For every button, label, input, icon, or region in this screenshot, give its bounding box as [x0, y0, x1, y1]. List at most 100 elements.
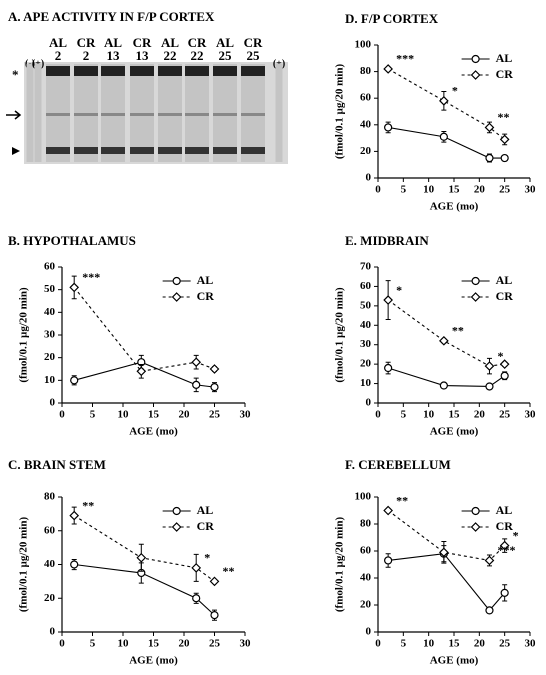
annotation: **: [82, 498, 94, 512]
marker: [192, 594, 201, 603]
marker: [439, 547, 449, 558]
marker: [499, 540, 510, 551]
y-tick-label: 80: [360, 518, 372, 530]
legend-label: CR: [197, 519, 215, 533]
legend-label: AL: [496, 273, 513, 287]
chart-title: C. BRAIN STEM: [8, 457, 106, 472]
annotation: **: [497, 110, 509, 124]
marker: [210, 611, 219, 620]
marker: [484, 555, 495, 566]
marker: [500, 371, 509, 380]
band: [213, 113, 237, 116]
lane-label: 13: [136, 48, 150, 63]
chart-title: E. MIDBRAIN: [345, 233, 429, 248]
band: [241, 66, 265, 76]
band: [101, 66, 125, 76]
y-tick-label: 30: [44, 329, 56, 341]
x-tick-label: 15: [449, 409, 461, 421]
band: [185, 113, 209, 116]
lane: [275, 64, 283, 162]
legend-label: CR: [496, 67, 514, 81]
band: [130, 147, 154, 154]
band: [101, 147, 125, 154]
band: [185, 147, 209, 154]
legend-label: AL: [496, 51, 513, 65]
y-tick-label: 0: [366, 626, 372, 638]
x-tick-label: 5: [90, 409, 96, 421]
marker: [136, 552, 147, 563]
annotation: ***: [497, 543, 515, 557]
y-tick-label: 70: [360, 261, 372, 273]
x-tick-label: 10: [423, 409, 435, 421]
x-tick-label: 15: [449, 184, 461, 196]
x-tick-label: 0: [59, 409, 65, 421]
y-tick-label: 50: [44, 283, 56, 295]
marker: [485, 153, 494, 163]
y-tick-label: 60: [360, 545, 372, 557]
lane-label: AL: [104, 35, 122, 50]
x-tick-label: 5: [401, 638, 407, 650]
annotation: *: [204, 551, 210, 565]
x-tick-label: 25: [499, 638, 511, 650]
annotation: ***: [82, 270, 100, 284]
band: [158, 66, 182, 76]
x-tick-label: 5: [90, 638, 96, 650]
marker: [70, 560, 79, 569]
lane-label: (-): [25, 58, 35, 69]
series-line: [388, 553, 506, 612]
legend-marker: [470, 522, 481, 532]
y-tick-label: 60: [44, 524, 56, 536]
marker: [485, 606, 494, 615]
legend-label: AL: [496, 503, 513, 517]
x-tick-label: 30: [240, 638, 252, 650]
x-tick-label: 15: [148, 409, 160, 421]
annotation: *: [396, 283, 402, 297]
y-tick-label: 0: [50, 397, 56, 409]
annotation: **: [396, 493, 408, 507]
series-line: [74, 361, 215, 388]
annotation: *: [452, 84, 458, 98]
annotation: ***: [396, 52, 414, 66]
x-tick-label: 20: [179, 638, 191, 650]
x-tick-label: 10: [118, 409, 130, 421]
y-tick-label: 20: [360, 145, 372, 157]
x-axis-label: AGE (mo): [430, 655, 479, 667]
marker: [484, 361, 495, 371]
lane-label: 2: [55, 48, 62, 63]
y-tick-label: 10: [360, 377, 372, 389]
marker: [383, 295, 393, 305]
x-axis-label: AGE (mo): [129, 655, 178, 667]
x-tick-label: 5: [401, 409, 407, 421]
y-tick-label: 40: [44, 306, 56, 318]
legend-label: AL: [197, 503, 214, 517]
band: [241, 147, 265, 154]
series-line: [387, 510, 506, 562]
marker: [136, 366, 147, 377]
y-axis-label: (fmol/0.1 µg/20 min): [334, 287, 346, 383]
gel-title: A. APE ACTIVITY IN F/P CORTEX: [8, 9, 215, 24]
x-tick-label: 20: [474, 638, 486, 650]
annotation: **: [223, 564, 235, 578]
y-tick-label: 20: [44, 592, 56, 604]
arrow: [6, 110, 22, 120]
chart-title: D. F/P CORTEX: [345, 11, 439, 26]
band-mark: *: [12, 67, 19, 82]
lane: [34, 64, 42, 162]
band: [46, 113, 70, 116]
legend-marker: [172, 276, 181, 286]
x-tick-label: 0: [375, 409, 381, 421]
marker: [500, 153, 509, 163]
legend-marker: [171, 522, 182, 532]
x-tick-label: 25: [209, 638, 221, 650]
y-tick-label: 100: [355, 39, 372, 51]
y-tick-label: 20: [44, 351, 56, 363]
band: [158, 113, 182, 116]
y-tick-label: 40: [360, 572, 372, 584]
annotation: *: [513, 528, 519, 542]
marker: [500, 588, 509, 597]
x-tick-label: 20: [474, 184, 486, 196]
y-axis-label: (fmol/0.1 µg/20 min): [334, 517, 346, 613]
y-tick-label: 60: [44, 261, 56, 273]
lane-label: CR: [188, 35, 207, 50]
band: [46, 147, 70, 154]
